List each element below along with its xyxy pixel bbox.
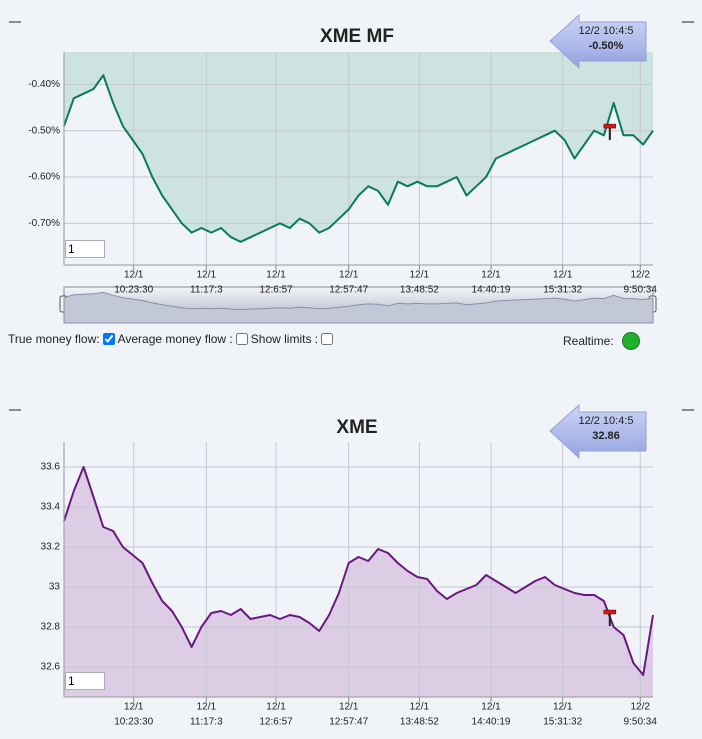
y-tick-label: 33 xyxy=(49,582,61,593)
x-tick-label: 9:50:34 xyxy=(624,717,658,728)
series-area xyxy=(64,52,653,242)
marker xyxy=(603,123,617,129)
y-tick-label: 32.6 xyxy=(41,662,61,673)
x-tick-label: 13:48:52 xyxy=(400,285,439,296)
x-tick-label: 10:23:30 xyxy=(114,717,153,728)
x-tick-date: 12/1 xyxy=(339,702,359,713)
chart-title: XME xyxy=(336,417,377,438)
y-tick-label: 33.4 xyxy=(41,502,61,513)
x-tick-label: 10:23:30 xyxy=(114,285,153,296)
navigator-series xyxy=(63,291,654,324)
x-tick-label: 15:31:32 xyxy=(543,717,582,728)
y-tick-label: 33.2 xyxy=(41,542,61,553)
x-tick-date: 12/1 xyxy=(124,702,144,713)
control-true-money-flow: True money flow: Average money flow : Sh… xyxy=(8,332,336,346)
chart-title: XME MF xyxy=(320,26,394,47)
control-label: Show limits : xyxy=(250,332,319,346)
x-tick-date: 12/1 xyxy=(410,702,430,713)
x-tick-label: 12:6:57 xyxy=(259,285,293,296)
x-tick-date: 12/1 xyxy=(481,702,501,713)
tooltip-time: 12/2 10:4:5 xyxy=(578,415,633,427)
x-tick-date: 12/2 xyxy=(631,702,651,713)
x-tick-date: 12/1 xyxy=(481,270,501,281)
tooltip-time: 12/2 10:4:5 xyxy=(578,25,633,37)
x-tick-label: 14:40:19 xyxy=(472,717,511,728)
x-tick-date: 12/1 xyxy=(124,270,144,281)
realtime-indicator[interactable] xyxy=(621,332,640,350)
x-tick-date: 12/1 xyxy=(197,702,217,713)
x-tick-label: 12:57:47 xyxy=(329,717,368,728)
x-tick-date: 12/1 xyxy=(197,270,217,281)
range-input[interactable] xyxy=(65,672,105,690)
x-tick-label: 13:48:52 xyxy=(400,717,439,728)
range-input[interactable] xyxy=(65,240,105,258)
checkbox[interactable] xyxy=(321,333,334,345)
control-label: True money flow: xyxy=(8,332,100,346)
x-tick-date: 12/1 xyxy=(553,702,573,713)
x-tick-label: 9:50:34 xyxy=(624,285,658,296)
x-tick-label: 12:57:47 xyxy=(329,285,368,296)
tooltip-value: 32.86 xyxy=(592,430,620,442)
tooltip-arrow xyxy=(549,403,647,460)
series-line xyxy=(63,74,654,243)
x-tick-label: 11:17:3 xyxy=(190,285,223,296)
x-tick-date: 12/1 xyxy=(339,270,359,281)
y-tick-label: -0.70% xyxy=(28,218,60,229)
control-label: Realtime: xyxy=(563,334,614,348)
x-tick-date: 12/1 xyxy=(553,270,573,281)
x-tick-date: 12/1 xyxy=(266,270,286,281)
control-label: Average money flow : xyxy=(117,332,233,346)
tooltip-arrow xyxy=(549,13,647,70)
y-tick-label: -0.40% xyxy=(28,79,60,90)
x-tick-label: 11:17:3 xyxy=(190,717,223,728)
x-tick-label: 14:40:19 xyxy=(472,285,511,296)
x-tick-date: 12/2 xyxy=(631,270,651,281)
control-realtime: Realtime: xyxy=(563,332,640,350)
tooltip-value: -0.50% xyxy=(589,40,624,52)
y-tick-label: -0.60% xyxy=(28,172,60,183)
x-tick-label: 12:6:57 xyxy=(259,717,293,728)
checkbox[interactable] xyxy=(235,333,248,345)
y-tick-label: -0.50% xyxy=(28,125,60,136)
checkbox[interactable] xyxy=(102,333,115,345)
marker xyxy=(603,609,617,615)
y-tick-label: 32.8 xyxy=(41,622,61,633)
x-tick-date: 12/1 xyxy=(266,702,286,713)
x-tick-label: 15:31:32 xyxy=(543,285,582,296)
x-tick-date: 12/1 xyxy=(410,270,430,281)
series-area xyxy=(64,467,653,697)
y-tick-label: 33.6 xyxy=(41,462,61,473)
series-line xyxy=(63,466,654,676)
